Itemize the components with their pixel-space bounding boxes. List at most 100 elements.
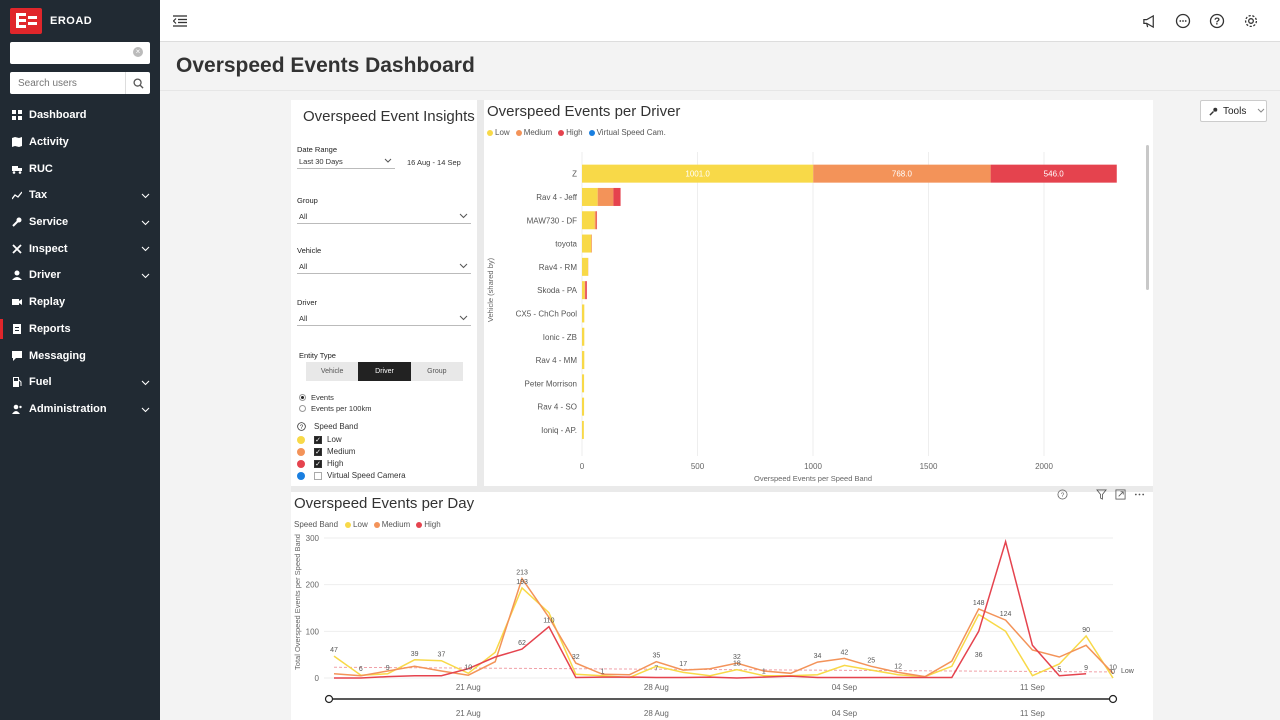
driver-select[interactable]: All	[297, 312, 471, 326]
filter-icon[interactable]	[1096, 489, 1107, 500]
eroad-logo-icon	[10, 8, 42, 34]
legend-low[interactable]: Low	[487, 128, 510, 137]
sidebar-item-messaging[interactable]: Messaging	[0, 342, 160, 369]
y-axis-title: Total Overspeed Events per Speed Band	[293, 534, 302, 670]
more-options-icon[interactable]	[1134, 489, 1145, 500]
sidebar-item-label: Inspect	[29, 242, 68, 255]
bar-low	[582, 257, 589, 276]
low-label: Low	[327, 435, 342, 444]
category-label: Peter Morrison	[525, 379, 577, 388]
entity-type-toggle: Vehicle Driver Group	[306, 362, 463, 381]
sidebar-item-service[interactable]: Service	[0, 209, 160, 236]
y-tick-label: 100	[306, 627, 320, 636]
medium-label: Medium	[327, 447, 356, 456]
legend-low-label: Low	[495, 128, 510, 137]
sidebar-item-administration[interactable]: Administration	[0, 396, 160, 423]
search-icon[interactable]	[126, 72, 150, 94]
sidebar-item-label: Driver	[29, 269, 61, 282]
help-icon[interactable]: ?	[1057, 489, 1068, 500]
date-range-select[interactable]: Last 30 Days	[297, 155, 395, 169]
high-checkbox[interactable]: ✓	[314, 459, 322, 468]
low-checkbox[interactable]: ✓	[314, 435, 322, 444]
legend-vsc-label: Virtual Speed Cam.	[596, 128, 666, 137]
entity-driver-button[interactable]: Driver	[358, 362, 411, 381]
legend-low-label: Low	[353, 520, 368, 529]
help-icon[interactable]: ?	[297, 422, 306, 431]
medium-dot	[297, 447, 305, 456]
sidebar-item-replay[interactable]: Replay	[0, 289, 160, 316]
menu-toggle-icon[interactable]	[172, 14, 187, 32]
data-label: 9	[1084, 665, 1088, 672]
legend-low[interactable]: Low	[345, 520, 368, 529]
sidebar-item-tax[interactable]: Tax	[0, 182, 160, 209]
category-label: Rav 4 - MM	[536, 356, 578, 365]
entity-vehicle-button[interactable]: Vehicle	[306, 362, 359, 381]
measure-per100km-radio[interactable]: Events per 100km	[299, 404, 371, 413]
vsc-label: Virtual Speed Camera	[327, 471, 406, 480]
series-line-low	[333, 586, 1114, 679]
series-line-high	[334, 538, 1087, 679]
vsc-checkbox[interactable]	[314, 471, 322, 480]
speed-band-low[interactable]: ✓ Low	[297, 435, 342, 444]
x-tick-label: 11 Sep	[1020, 683, 1045, 692]
vehicle-value: All	[299, 262, 308, 271]
clear-icon[interactable]: ×	[133, 47, 143, 57]
vehicle-select[interactable]: All	[297, 260, 471, 274]
y-tick-label: 200	[306, 581, 320, 590]
help-icon[interactable]: ?	[1208, 12, 1226, 30]
chevron-down-icon	[459, 315, 468, 321]
x-tick-label: 1000	[804, 462, 822, 471]
focus-mode-icon[interactable]	[1115, 489, 1126, 500]
legend-medium[interactable]: Medium	[515, 128, 552, 137]
chevron-down-icon	[1258, 108, 1265, 113]
group-select[interactable]: All	[297, 210, 471, 224]
search-users-input[interactable]	[10, 72, 126, 94]
measure-events-radio[interactable]: Events	[299, 393, 334, 402]
legend-vsc[interactable]: Virtual Speed Cam.	[588, 128, 666, 137]
bar-low	[582, 304, 585, 323]
chat-icon[interactable]	[1174, 12, 1192, 30]
x-tick-label: 1500	[920, 462, 938, 471]
legend-high[interactable]: High	[416, 520, 441, 529]
bar-low	[582, 211, 595, 230]
chevron-down-icon	[384, 158, 392, 163]
sidebar-item-inspect[interactable]: Inspect	[0, 235, 160, 262]
speed-band-high[interactable]: ✓ High	[297, 459, 343, 468]
logo[interactable]: EROAD	[10, 8, 92, 34]
sidebar-item-ruc[interactable]: RUC	[0, 155, 160, 182]
data-label: 124	[1000, 611, 1012, 618]
sidebar-item-reports[interactable]: Reports	[0, 316, 160, 343]
chart-icon	[11, 190, 22, 201]
sidebar-item-activity[interactable]: Activity	[0, 129, 160, 156]
category-label: Ioniq - AP.	[541, 426, 577, 435]
sidebar-item-fuel[interactable]: Fuel	[0, 369, 160, 396]
data-label: 47	[330, 647, 338, 654]
chevron-down-icon	[141, 377, 150, 389]
sidebar-item-dashboard[interactable]: Dashboard	[0, 102, 160, 129]
tools-button[interactable]: Tools	[1200, 100, 1267, 122]
speed-band-medium[interactable]: ✓ Medium	[297, 447, 355, 456]
data-label: 193	[516, 579, 528, 586]
y-tick-label: 300	[306, 534, 320, 543]
speed-band-vsc[interactable]: Virtual Speed Camera	[297, 471, 406, 480]
settings-icon[interactable]	[1242, 12, 1260, 30]
legend-high[interactable]: High	[558, 128, 583, 137]
admin-icon	[11, 403, 22, 414]
entity-group-button[interactable]: Group	[410, 362, 463, 381]
line-chart-legend: Speed Band Low Medium High	[294, 520, 444, 529]
series-line-medium	[333, 576, 1114, 678]
announcement-icon[interactable]	[1140, 12, 1158, 30]
bar-low	[582, 374, 585, 393]
data-label: 17	[679, 661, 687, 668]
legend-medium[interactable]: Medium	[373, 520, 410, 529]
company-select[interactable]: ×	[10, 42, 150, 64]
fuel-icon	[11, 377, 22, 388]
medium-checkbox[interactable]: ✓	[314, 447, 322, 456]
bar-low	[582, 187, 598, 206]
x-tick-label: 500	[691, 462, 705, 471]
bar-low	[582, 327, 585, 346]
filters-panel: Overspeed Event Insights Date Range Last…	[291, 100, 477, 486]
sidebar-item-driver[interactable]: Driver	[0, 262, 160, 289]
chevron-down-icon	[141, 270, 150, 282]
